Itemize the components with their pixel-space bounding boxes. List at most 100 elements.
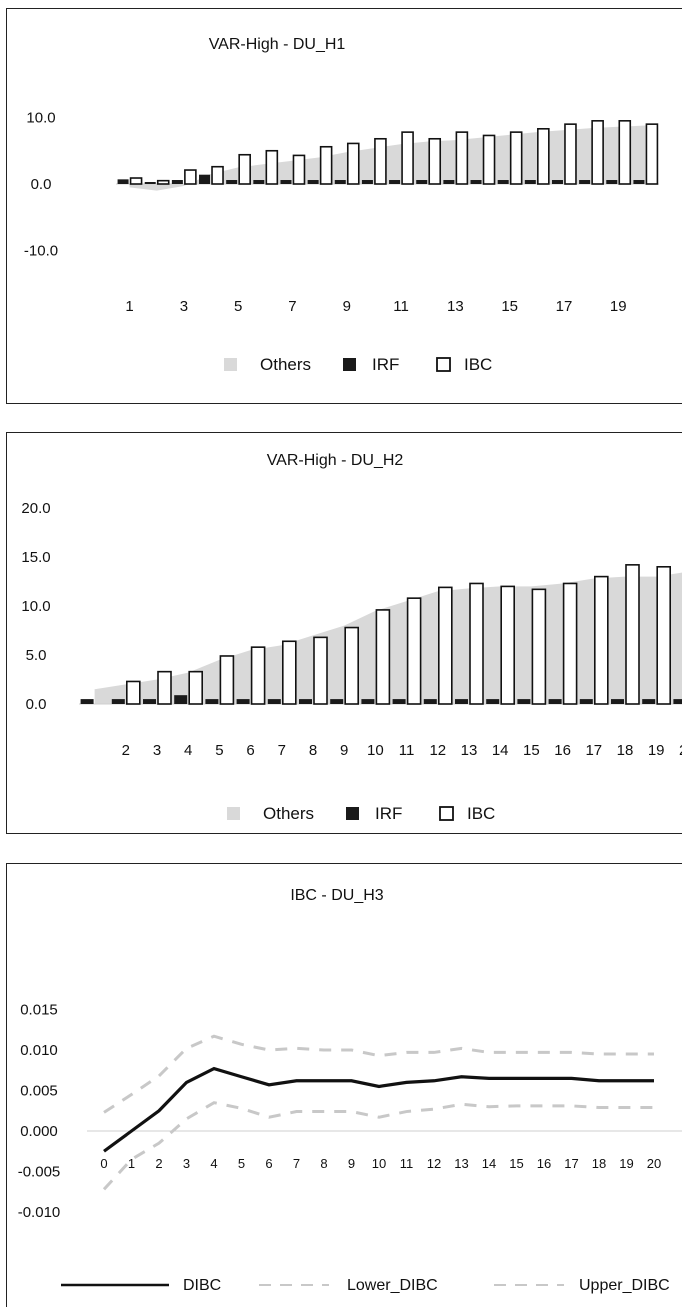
- y-tick-label: 0.015: [20, 1002, 58, 1019]
- x-tick-label: 2: [122, 742, 130, 759]
- x-tick-label: 5: [238, 1156, 245, 1171]
- ibc-bar: [469, 582, 484, 705]
- x-tick-label: 17: [585, 742, 602, 759]
- y-tick-label: 0.0: [26, 696, 47, 713]
- irf-bar: [455, 699, 468, 704]
- legend-swatch-ibc: [439, 806, 454, 821]
- x-tick-label: 6: [265, 1156, 272, 1171]
- irf-bar: [517, 699, 531, 704]
- chart-title: IBC - DU_H3: [290, 887, 383, 904]
- ibc-bar: [618, 120, 632, 185]
- legend-swatch-irf: [343, 358, 356, 371]
- ibc-bar: [591, 120, 604, 185]
- chart-du-h2: VAR-High - DU_H2 20.0 15.0 10.0 5.0 0.0 2 3 4 5 6…: [21, 452, 682, 823]
- ibc-bar: [401, 131, 414, 185]
- x-tick-label: 15: [509, 1156, 523, 1171]
- ibc-bar: [455, 131, 469, 185]
- irf-bar: [299, 699, 312, 704]
- irf-bar: [253, 180, 265, 184]
- x-tick-label: 19: [619, 1156, 633, 1171]
- x-tick-label: 0: [100, 1156, 107, 1171]
- irf-bar: [606, 180, 618, 184]
- irf-bar: [144, 182, 156, 184]
- x-tick-label: 20: [679, 742, 682, 759]
- x-tick-label: 14: [492, 742, 509, 759]
- legend-label-ibc: IBC: [467, 804, 495, 823]
- ibc-bar: [265, 149, 279, 185]
- series-dibc-line: [103, 1066, 654, 1153]
- irf-bar: [280, 180, 292, 184]
- x-tick-label: 13: [461, 742, 478, 759]
- x-tick-label: 19: [648, 742, 665, 759]
- x-tick-label: 5: [234, 298, 242, 315]
- legend-label-irf: IRF: [375, 804, 402, 823]
- ibc-bar: [238, 153, 251, 185]
- y-tick-label: -0.010: [18, 1204, 61, 1221]
- ibc-bar: [346, 142, 360, 185]
- x-tick-label: 1: [125, 298, 133, 315]
- y-tick-label: 10.0: [26, 110, 55, 127]
- irf-bar: [307, 180, 319, 184]
- irf-bar: [334, 180, 346, 184]
- y-tick-label: 20.0: [21, 500, 50, 517]
- x-tick-label: 11: [393, 298, 409, 315]
- ibc-bar: [292, 154, 306, 185]
- legend-swatch-others: [227, 807, 240, 820]
- chart-panel-du-h3: IBC - DU_H3 0.015 0.010 0.005 0.000 -0.005 -0…: [6, 863, 682, 1307]
- x-tick-label: 18: [617, 742, 634, 759]
- irf-bar: [423, 699, 437, 704]
- irf-bar: [470, 180, 482, 184]
- ibc-bar: [406, 597, 422, 705]
- legend-label-irf: IRF: [372, 355, 399, 374]
- y-tick-label: 10.0: [21, 598, 50, 615]
- irf-bar: [524, 180, 536, 184]
- irf-bar: [199, 174, 211, 184]
- ibc-bar: [562, 582, 578, 705]
- legend-label-others: Others: [263, 804, 314, 823]
- ibc-bar: [482, 134, 496, 185]
- irf-bar: [673, 699, 682, 704]
- irf-bar: [143, 699, 156, 704]
- legend-label-lower-dibc: Lower_DIBC: [347, 1277, 438, 1294]
- ibc-bar: [157, 670, 172, 705]
- irf-bar: [633, 180, 645, 184]
- ibc-bar: [184, 169, 197, 185]
- irf-bar: [579, 180, 591, 184]
- x-tick-label: 10: [367, 742, 384, 759]
- irf-bar: [551, 180, 563, 184]
- y-tick-label: 0.005: [20, 1083, 58, 1100]
- legend-label-upper-dibc: Upper_DIBC: [579, 1277, 670, 1294]
- x-tick-label: 8: [309, 742, 317, 759]
- legend-swatch-irf: [346, 807, 359, 820]
- x-tick-label: 9: [348, 1156, 355, 1171]
- y-tick-label: 5.0: [26, 647, 47, 664]
- x-tick-label: 9: [343, 298, 351, 315]
- irf-bar: [226, 180, 238, 184]
- y-tick-label: -10.0: [24, 243, 58, 260]
- ibc-bar: [531, 588, 547, 705]
- ibc-bar: [656, 566, 672, 705]
- irf-bar: [548, 699, 562, 704]
- x-tick-label: 5: [215, 742, 223, 759]
- ibc-bar: [344, 626, 360, 705]
- ibc-bar: [250, 646, 266, 705]
- ibc-bar: [129, 177, 143, 185]
- x-tick-label: 18: [592, 1156, 606, 1171]
- chart-panel-du-h1: VAR-High - DU_H1 10.0 0.0 -10.0 1 3 5 7 9 11 13 15…: [6, 8, 682, 404]
- x-tick-label: 2: [155, 1156, 162, 1171]
- y-tick-label: 0.000: [20, 1123, 58, 1140]
- chart-title: VAR-High - DU_H2: [267, 452, 404, 469]
- legend-label-others: Others: [260, 355, 311, 374]
- ibc-bar: [219, 655, 235, 705]
- legend-swatch-ibc: [436, 357, 451, 372]
- x-tick-label: 12: [429, 742, 446, 759]
- irf-bar: [361, 180, 373, 184]
- ibc-bar: [188, 670, 203, 705]
- irf-bar: [642, 699, 656, 704]
- ibc-bar: [319, 145, 333, 185]
- legend-label-dibc: DIBC: [183, 1277, 221, 1294]
- irf-bar: [236, 699, 250, 704]
- irf-bar: [497, 180, 509, 184]
- chart-title: VAR-High - DU_H1: [209, 36, 346, 53]
- ibc-bar: [156, 179, 170, 185]
